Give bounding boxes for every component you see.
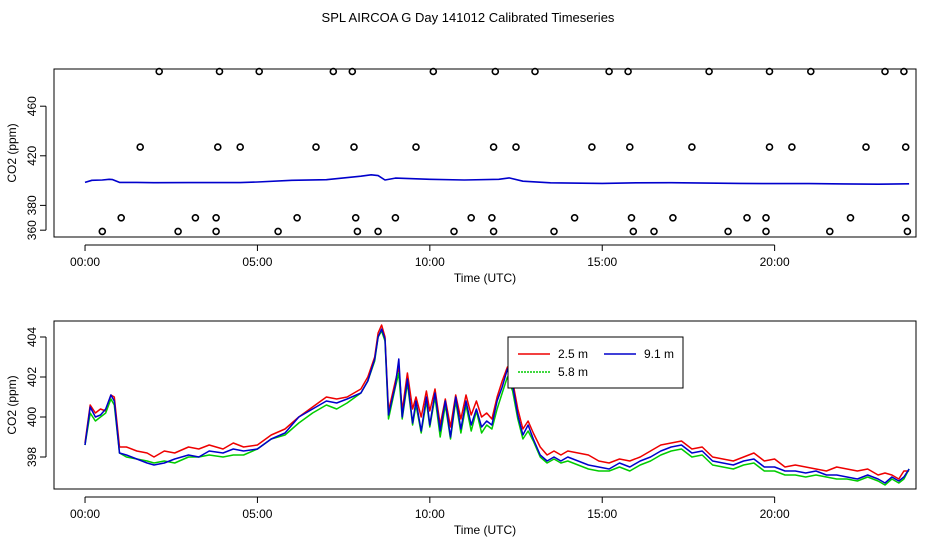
legend: 2.5 m 5.8 m 9.1 m (507, 336, 684, 389)
p2-xtick-label: 10:00 (415, 507, 445, 521)
scatter-point (467, 214, 476, 222)
scatter-point (588, 143, 596, 151)
scatter-point (491, 67, 500, 76)
p1-xtick-label: 05:00 (242, 255, 272, 269)
legend-box (507, 336, 684, 389)
p1-series-2-5-m (84, 174, 910, 185)
scatter-point (903, 227, 912, 236)
scatter-point (212, 214, 220, 222)
p2-series-2-5-m (84, 324, 910, 480)
p2-ytick-label: 398 (25, 447, 39, 467)
scatter-point (429, 67, 438, 76)
scatter-point (348, 67, 357, 76)
figure-title: SPL AIRCOA G Day 141012 Calibrated Times… (322, 10, 615, 25)
panel-scatter: CO2 (ppm) Time (UTC) 00:00 05:00 10:00 15:0… (5, 67, 917, 285)
scatter-point (705, 67, 713, 76)
p1-xtick-label: 15:00 (587, 255, 617, 269)
scatter-point (605, 67, 613, 76)
scatter-point (136, 143, 144, 151)
scatter-point (512, 143, 520, 151)
scatter-point (329, 67, 338, 76)
legend-label-9-1m: 9.1 m (644, 347, 674, 361)
scatter-point (214, 143, 222, 151)
scatter-point (255, 67, 264, 76)
scatter-point (629, 227, 638, 236)
scatter-point (743, 214, 751, 222)
scatter-point (627, 214, 636, 222)
scatter-point (191, 214, 200, 222)
scatter-point (155, 67, 163, 76)
scatter-point (374, 227, 382, 236)
scatter-point (391, 214, 400, 222)
scatter-point (688, 143, 696, 151)
scatter-point (489, 143, 498, 151)
p2-ytick-label: 404 (25, 327, 39, 347)
scatter-point (312, 143, 320, 151)
scatter-point (900, 67, 908, 76)
scatter-point (236, 143, 244, 151)
panel1-frame (53, 68, 917, 238)
scatter-point (806, 67, 815, 76)
scatter-point (901, 214, 910, 222)
scatter-point (765, 143, 774, 151)
scatter-point (117, 214, 125, 222)
p2-ytick-label: 400 (25, 407, 39, 427)
p2-series-5-8-m (84, 330, 910, 486)
scatter-point (765, 67, 774, 76)
scatter-point (450, 227, 458, 236)
panel2-xlabel: Time (UTC) (454, 523, 516, 537)
scatter-point (293, 214, 301, 222)
p2-xtick-label: 00:00 (70, 507, 100, 521)
scatter-point (846, 214, 855, 222)
scatter-point (762, 214, 770, 222)
scatter-point (351, 214, 360, 222)
scatter-point (353, 227, 362, 236)
panel1-xlabel: Time (UTC) (454, 271, 516, 285)
scatter-point (570, 214, 579, 222)
scatter-point (98, 227, 107, 236)
scatter-point (788, 143, 796, 151)
panel2-ylabel: CO2 (ppm) (5, 375, 19, 434)
scatter-point (650, 227, 658, 236)
scatter-point (625, 143, 634, 151)
p2-xtick-label: 05:00 (242, 507, 272, 521)
p1-xtick-label: 20:00 (760, 255, 790, 269)
scatter-point (215, 67, 224, 76)
p2-xtick-label: 15:00 (587, 507, 617, 521)
scatter-point (881, 67, 889, 76)
p2-ytick-label: 402 (25, 367, 39, 387)
p2-xtick-label: 20:00 (760, 507, 790, 521)
scatter-point (624, 67, 632, 76)
scatter-point (531, 67, 539, 76)
scatter-point (274, 227, 282, 236)
scatter-point (350, 143, 358, 151)
p1-ytick-label: 460 (25, 96, 39, 116)
legend-label-2-5m: 2.5 m (558, 347, 588, 361)
scatter-point (489, 227, 498, 236)
scatter-point (825, 227, 834, 236)
scatter-point (212, 227, 220, 236)
p1-xtick-label: 00:00 (70, 255, 100, 269)
scatter-point (669, 214, 677, 222)
p1-ytick-label: 360 (25, 220, 39, 240)
p1-ytick-label: 380 (25, 195, 39, 215)
p2-series-9-1-m (84, 328, 910, 484)
p1-ytick-label: 420 (25, 145, 39, 165)
scatter-point (762, 227, 770, 236)
scatter-point (174, 227, 182, 236)
legend-label-5-8m: 5.8 m (558, 365, 588, 379)
scatter-point (412, 143, 420, 151)
panel-lines: CO2 (ppm) Time (UTC) 00:00 05:00 10:00 15:0… (5, 320, 917, 537)
panel2-frame (53, 320, 917, 490)
scatter-point (862, 143, 870, 151)
p1-xtick-label: 10:00 (415, 255, 445, 269)
scatter-point (488, 214, 496, 222)
panel1-ylabel: CO2 (ppm) (5, 123, 19, 182)
scatter-point (550, 227, 558, 236)
scatter-point (724, 227, 732, 236)
scatter-point (901, 143, 910, 151)
